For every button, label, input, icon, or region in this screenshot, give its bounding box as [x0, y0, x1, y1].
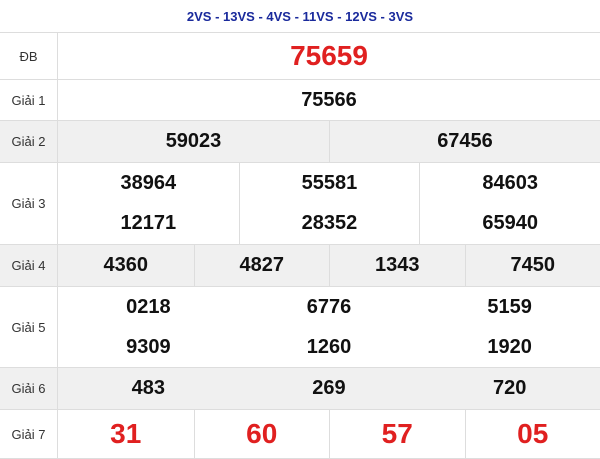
- prize-number: 55581: [238, 163, 420, 204]
- prize-number: 12171: [120, 212, 177, 235]
- header-title: 2VS - 13VS - 4VS - 11VS - 12VS - 3VS: [0, 0, 600, 33]
- prize-number: 1920: [487, 335, 532, 358]
- prize-row: Giải 1 75566: [0, 80, 600, 121]
- prize-row: Giải 4 4360 4827 1343 7450: [0, 245, 600, 287]
- prize-number: 75566: [301, 88, 357, 111]
- prize-number: 1260: [306, 335, 352, 358]
- prize-number: 0218: [126, 295, 171, 318]
- prize-number: 1343: [329, 245, 465, 286]
- prize-number: 4360: [103, 254, 149, 276]
- prize-number: 9309: [126, 335, 171, 358]
- prize-label: Giải 6: [0, 368, 58, 409]
- prize-number: 67456: [329, 121, 600, 162]
- prize-number: 720: [492, 377, 527, 399]
- prize-row: Giải 6 483 269 720: [0, 368, 600, 410]
- prize-row: ĐB 75659: [0, 33, 600, 80]
- prize-number: 5159: [487, 295, 532, 318]
- prize-number: 269: [312, 377, 346, 399]
- prize-number: 65940: [419, 203, 600, 244]
- prize-label: Giải 3: [0, 163, 58, 244]
- prize-label: Giải 2: [0, 121, 58, 162]
- prize-number: 4827: [193, 245, 330, 286]
- prize-label: Giải 7: [0, 410, 58, 458]
- prize-number: 28352: [238, 203, 420, 244]
- prize-number: 75659: [290, 40, 368, 71]
- prize-row: Giải 2 59023 67456: [0, 121, 600, 163]
- prize-number: 57: [329, 410, 465, 458]
- prize-row: Giải 5 0218 6776 5159 9309 1260 1920: [0, 287, 600, 368]
- prize-number: 60: [193, 410, 330, 458]
- prize-number: 6776: [306, 295, 352, 318]
- prize-number: 31: [110, 418, 142, 449]
- prize-label: ĐB: [0, 33, 58, 79]
- prize-row: Giải 3 38964 55581 84603 12171 28352 65940: [0, 163, 600, 245]
- prize-number: 84603: [419, 163, 600, 204]
- prize-label: Giải 4: [0, 245, 58, 286]
- prize-label: Giải 5: [0, 287, 58, 367]
- prize-number: 483: [131, 377, 166, 399]
- prize-label: Giải 1: [0, 80, 58, 120]
- prize-number: 05: [464, 410, 600, 458]
- prize-number: 59023: [165, 130, 222, 152]
- prize-row: Giải 7 31 60 57 05: [0, 410, 600, 459]
- prize-number: 38964: [120, 171, 177, 194]
- prize-number: 7450: [464, 245, 600, 286]
